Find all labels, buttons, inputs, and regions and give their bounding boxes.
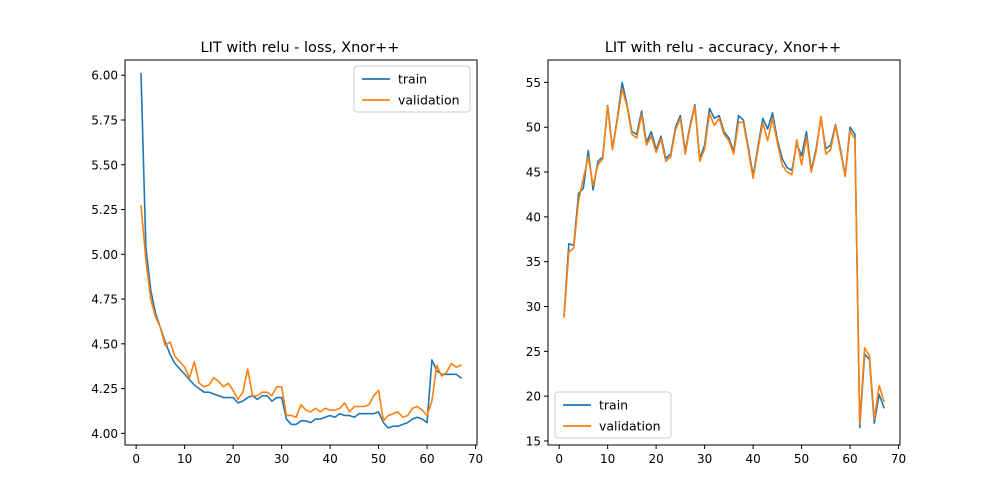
accuracy-legend-label-validation: validation (599, 419, 661, 434)
loss-y-tick-label: 5.00 (91, 248, 118, 262)
accuracy-x-tick-label: 70 (891, 452, 906, 466)
accuracy-chart-plot-area (563, 81, 885, 429)
loss-x-tick-label: 30 (274, 452, 289, 466)
loss-x-tick-label: 50 (371, 452, 386, 466)
accuracy-y-tick-label: 50 (526, 121, 541, 135)
accuracy-y-tick-label: 35 (526, 255, 541, 269)
loss-chart-legend: train validation (353, 65, 471, 113)
accuracy-y-tick-label: 25 (526, 345, 541, 359)
loss-y-tick-label: 6.00 (91, 69, 118, 83)
loss-y-tick-label: 4.75 (91, 293, 118, 307)
accuracy-chart-frame (547, 59, 901, 446)
accuracy-series-validation-line (563, 87, 885, 425)
accuracy-x-tick-label: 10 (600, 452, 615, 466)
loss-chart-title: LIT with relu - loss, Xnor++ (201, 40, 400, 56)
accuracy-y-tick-label: 45 (526, 166, 541, 180)
loss-chart: LIT with relu - loss, Xnor++ 0 10 20 30 40 50… (91, 40, 483, 466)
accuracy-chart: LIT with relu - accuracy, Xnor++ 0 10 20 30… (526, 40, 906, 466)
loss-y-tick-label: 5.50 (91, 158, 118, 172)
loss-x-tick-label: 70 (468, 452, 483, 466)
loss-series-validation-line (140, 205, 462, 422)
loss-y-tick-label: 4.00 (91, 427, 118, 441)
accuracy-y-tick-label: 15 (526, 434, 541, 448)
loss-chart-plot-area (140, 72, 462, 429)
loss-y-tick-label: 5.25 (91, 203, 118, 217)
accuracy-chart-ticks: 0 10 20 30 40 50 60 70 15 20 25 30 35 40 45 50 55 (526, 76, 906, 466)
loss-legend-label-validation: validation (398, 93, 460, 108)
accuracy-y-tick-label: 40 (526, 210, 541, 224)
loss-x-tick-label: 20 (225, 452, 240, 466)
accuracy-y-tick-label: 30 (526, 300, 541, 314)
loss-legend-label-train: train (398, 72, 427, 87)
accuracy-x-tick-label: 50 (794, 452, 809, 466)
loss-series-train-line (140, 72, 462, 429)
loss-y-tick-label: 4.25 (91, 382, 118, 396)
accuracy-x-tick-label: 20 (648, 452, 663, 466)
loss-chart-ticks: 0 10 20 30 40 50 60 70 4.00 4.25 4.50 4.75 5.00 5.25 5… (91, 69, 483, 466)
loss-x-tick-label: 0 (132, 452, 140, 466)
loss-x-tick-label: 40 (322, 452, 337, 466)
loss-x-tick-label: 10 (177, 452, 192, 466)
loss-y-tick-label: 4.50 (91, 337, 118, 351)
accuracy-y-tick-label: 55 (526, 76, 541, 90)
loss-y-tick-label: 5.75 (91, 113, 118, 127)
accuracy-chart-title: LIT with relu - accuracy, Xnor++ (605, 40, 841, 56)
accuracy-x-tick-label: 40 (745, 452, 760, 466)
accuracy-chart-legend: train validation (554, 391, 672, 439)
accuracy-x-tick-label: 0 (555, 452, 563, 466)
accuracy-y-tick-label: 20 (526, 390, 541, 404)
loss-chart-frame (124, 59, 478, 446)
accuracy-x-tick-label: 30 (697, 452, 712, 466)
accuracy-x-tick-label: 60 (842, 452, 857, 466)
loss-x-tick-label: 60 (419, 452, 434, 466)
accuracy-legend-label-train: train (599, 398, 628, 413)
